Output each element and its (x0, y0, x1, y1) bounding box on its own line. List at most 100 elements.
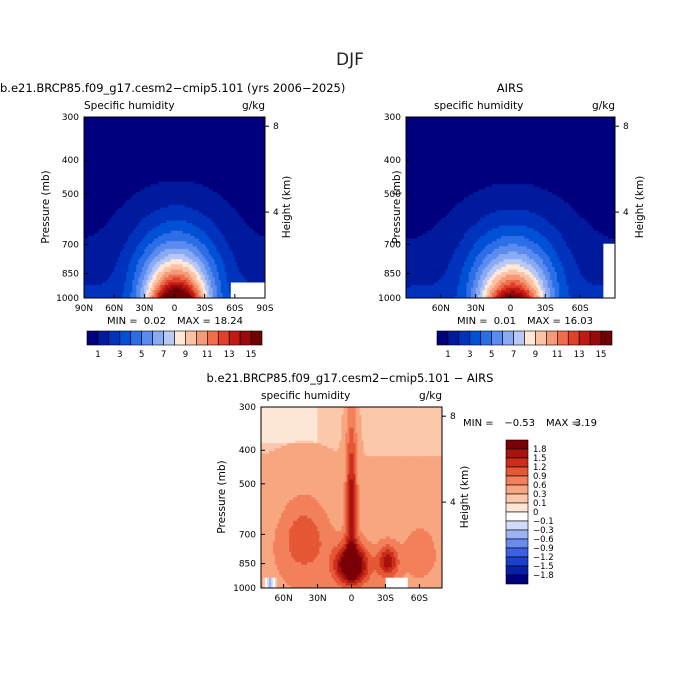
field-cell (212, 140, 216, 144)
field-cell (158, 142, 161, 146)
field-cell (172, 228, 175, 232)
field-cell (218, 124, 222, 128)
field-cell (202, 295, 206, 298)
field-cell (196, 204, 200, 208)
field-cell (208, 207, 212, 211)
field-cell (134, 194, 137, 198)
field-cell (120, 166, 123, 170)
field-cell (98, 230, 101, 234)
field-cell (214, 184, 218, 188)
field-cell (156, 168, 159, 172)
field-cell (204, 171, 208, 175)
field-cell (104, 269, 107, 273)
field-cell (92, 251, 95, 255)
field-cell (146, 292, 149, 296)
field-cell (214, 217, 218, 221)
field-cell (110, 290, 113, 294)
field-cell (96, 259, 99, 263)
field-cell (150, 181, 153, 185)
field-cell (210, 290, 214, 294)
field-cell (104, 246, 107, 250)
field-cell (128, 202, 131, 206)
field-cell (176, 176, 179, 180)
field-cell (156, 269, 159, 273)
field-cell (212, 191, 216, 195)
field-cell (184, 194, 187, 198)
field-cell (84, 160, 87, 164)
field-cell (214, 145, 218, 149)
field-cell (90, 272, 93, 276)
field-cell (90, 173, 93, 177)
field-cell (134, 163, 137, 167)
field-cell (156, 158, 159, 162)
field-cell (134, 233, 137, 237)
field-cell (192, 184, 196, 188)
field-cell (112, 129, 115, 133)
field-cell (88, 166, 91, 170)
field-cell (154, 181, 157, 185)
field-cell (166, 254, 169, 258)
field-cell (84, 145, 87, 149)
field-cell (202, 166, 206, 170)
field-cell (128, 233, 131, 237)
field-cell (190, 217, 193, 221)
field-cell (138, 122, 141, 126)
field-cell (114, 238, 117, 242)
field-cell (220, 158, 224, 162)
field-cell (88, 179, 91, 183)
field-cell (134, 230, 137, 234)
field-cell (178, 153, 181, 157)
field-cell (98, 132, 101, 136)
field-cell (120, 223, 123, 226)
field-cell (180, 279, 183, 283)
field-cell (216, 292, 220, 296)
field-cell (124, 243, 127, 247)
field-cell (116, 150, 119, 154)
field-cell (170, 168, 173, 172)
field-cell (150, 119, 153, 123)
field-cell (204, 179, 208, 183)
field-cell (100, 217, 103, 221)
field-cell (222, 199, 226, 203)
field-cell (122, 168, 125, 172)
field-cell (220, 155, 224, 159)
field-cell (116, 122, 119, 126)
field-cell (128, 259, 131, 263)
field-cell (124, 129, 127, 133)
field-cell (100, 264, 103, 268)
field-cell (106, 225, 109, 229)
field-cell (124, 274, 127, 278)
field-cell (122, 179, 125, 183)
field-cell (114, 191, 117, 195)
field-cell (176, 160, 179, 164)
field-cell (162, 163, 165, 167)
field-cell (184, 292, 187, 296)
field-cell (132, 241, 135, 245)
field-cell (84, 171, 87, 175)
field-cell (140, 176, 143, 180)
field-cell (86, 230, 89, 234)
field-cell (160, 251, 163, 255)
field-cell (146, 197, 149, 201)
field-cell (178, 230, 181, 234)
field-cell (194, 269, 198, 273)
field-cell (90, 243, 93, 247)
field-cell (94, 137, 97, 141)
field-cell (94, 181, 97, 185)
field-cell (172, 274, 175, 278)
field-cell (102, 184, 105, 188)
field-cell (132, 210, 135, 214)
field-cell (172, 256, 175, 260)
field-cell (206, 241, 210, 245)
field-cell (118, 261, 121, 265)
field-cell (212, 274, 216, 278)
field-cell (214, 241, 218, 245)
field-cell (216, 266, 220, 270)
field-cell (122, 233, 125, 237)
field-cell (184, 277, 187, 281)
field-cell (134, 137, 137, 141)
field-cell (148, 285, 151, 289)
field-cell (110, 124, 113, 128)
field-cell (190, 243, 193, 247)
field-cell (178, 160, 181, 164)
